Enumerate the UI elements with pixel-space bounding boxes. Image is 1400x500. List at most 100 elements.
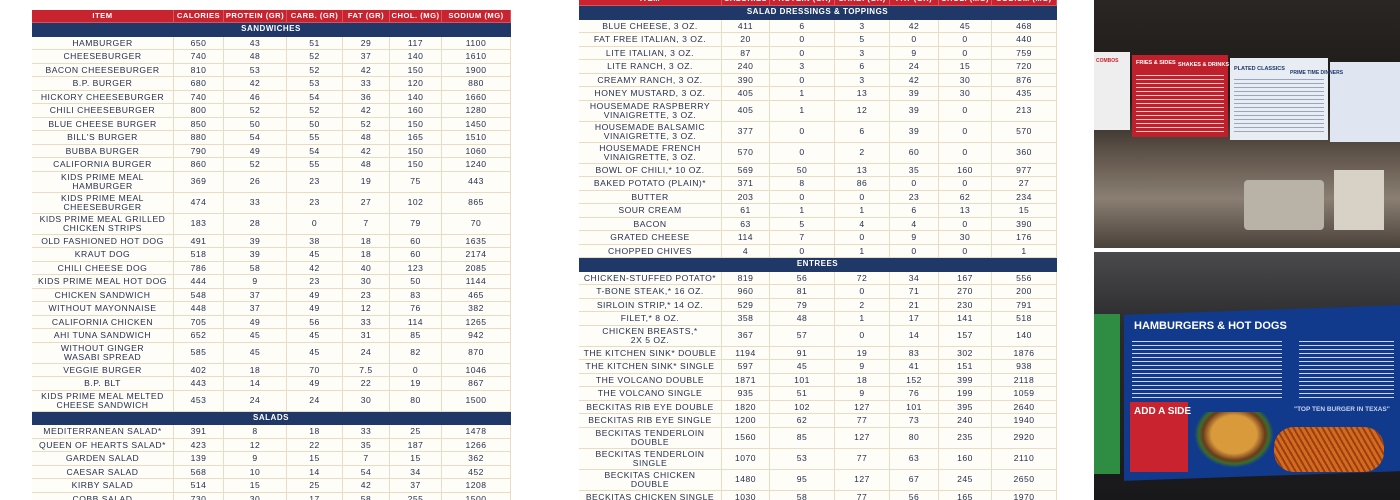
value-text: 402	[190, 364, 207, 375]
value-cell: 1876	[992, 346, 1057, 360]
value-cell: 399	[939, 373, 992, 387]
item-cell: KIDS PRIME MEAL MELTED CHEESE SANDWICH	[32, 390, 174, 412]
value-cell: 39	[224, 248, 287, 262]
value-cell: 12	[343, 302, 390, 316]
value-cell: 491	[174, 234, 224, 248]
value-cell: 0	[890, 33, 939, 47]
value-text: 17	[908, 313, 920, 324]
value-text: 518	[1016, 313, 1032, 324]
value-cell: 800	[174, 104, 224, 118]
value-text: 880	[468, 78, 484, 89]
item-name: KIDS PRIME MEAL	[61, 193, 144, 204]
value-text: 71	[908, 286, 920, 297]
item-name: BECKITAS CHICKEN SINGLE	[585, 491, 715, 500]
value-cell: 42	[224, 77, 287, 91]
value-cell: 45	[224, 342, 287, 364]
item-name: HONEY MUSTARD, 3 OZ.	[594, 88, 706, 99]
value-text: 42	[360, 480, 372, 491]
value-cell: 358	[722, 312, 770, 326]
value-cell: 0	[890, 177, 939, 191]
value-text: 19	[856, 347, 868, 358]
value-text: 45	[959, 20, 971, 31]
value-cell: 444	[174, 275, 224, 289]
value-cell: 529	[722, 298, 770, 312]
value-text: 7.5	[359, 364, 373, 375]
value-text: 8	[252, 426, 258, 437]
value-text: 870	[468, 347, 484, 358]
item-cell: CHOPPED CHIVES	[579, 244, 722, 258]
value-text: 75	[410, 176, 421, 187]
item-name: BLUE CHEESE BURGER	[48, 118, 157, 129]
value-cell: 2110	[992, 448, 1057, 470]
value-text: 200	[1016, 286, 1032, 297]
value-cell: 9	[835, 360, 890, 374]
item-name: BILL'S BURGER	[67, 132, 138, 143]
value-cell: 8	[224, 425, 287, 439]
header-text: CALORIES	[176, 10, 221, 20]
value-text: 24	[249, 395, 261, 406]
value-cell: 1060	[442, 144, 511, 158]
value-cell: 240	[722, 60, 770, 74]
value-cell: 23	[890, 190, 939, 204]
value-text: 39	[249, 235, 261, 246]
value-cell: 405	[722, 100, 770, 122]
item-name: B.P. BLT	[84, 378, 121, 389]
value-text: 9	[252, 276, 258, 287]
value-cell: 24	[890, 60, 939, 74]
value-text: 6	[859, 61, 865, 72]
value-cell: 2920	[992, 427, 1057, 449]
value-text: 255	[407, 493, 424, 500]
value-text: 1	[799, 105, 805, 116]
value-text: 160	[957, 164, 973, 175]
value-cell: 867	[442, 377, 511, 391]
value-cell: 45	[939, 19, 992, 33]
value-cell: 83	[390, 288, 442, 302]
value-cell: 123	[390, 261, 442, 275]
value-cell: 9	[835, 387, 890, 401]
value-text: 1	[859, 313, 865, 324]
value-text: 1450	[465, 118, 487, 129]
value-cell: 3	[835, 46, 890, 60]
value-cell: 141	[939, 312, 992, 326]
value-text: 240	[957, 415, 973, 426]
value-text: 2650	[1013, 474, 1035, 485]
value-cell: 1450	[442, 117, 511, 131]
item-cell: MEDITERRANEAN SALAD*	[32, 425, 174, 439]
value-text: 45	[309, 330, 320, 341]
item-name: KIDS PRIME MEAL MELTED	[41, 391, 164, 402]
value-text: 491	[190, 235, 207, 246]
value-cell: 1	[835, 204, 890, 218]
value-cell: 0	[835, 285, 890, 299]
item-cell: QUEEN OF HEARTS SALAD*	[32, 438, 174, 452]
item-cell: BECKITAS CHICKEN DOUBLE	[579, 469, 722, 491]
item-cell: LITE ITALIAN, 3 OZ.	[579, 46, 722, 60]
value-cell: 57	[770, 325, 835, 347]
item-cell: FAT FREE ITALIAN, 3 OZ.	[579, 33, 722, 47]
value-text: 49	[309, 289, 320, 300]
value-text: 0	[911, 34, 917, 45]
value-text: 183	[190, 218, 207, 229]
item-name: HOUSEMADE FRENCH	[599, 143, 701, 154]
value-text: 865	[468, 197, 484, 208]
value-text: 4	[742, 245, 749, 256]
value-cell: 453	[174, 390, 224, 412]
value-text: 45	[249, 347, 261, 358]
value-cell: 371	[722, 177, 770, 191]
menu-lines	[1132, 338, 1282, 398]
value-cell: 26	[224, 171, 287, 193]
value-cell: 81	[770, 285, 835, 299]
value-cell: 34	[390, 465, 442, 479]
value-cell: 51	[770, 387, 835, 401]
value-cell: 72	[835, 271, 890, 285]
value-cell: 680	[174, 77, 224, 91]
value-cell: 77	[835, 490, 890, 500]
value-text: 652	[190, 330, 207, 341]
header-text: CHOL. (MG)	[941, 0, 989, 3]
burger-image	[1194, 412, 1274, 468]
value-cell: 58	[224, 261, 287, 275]
value-cell: 650	[174, 36, 224, 50]
value-text: 8	[799, 178, 805, 189]
value-text: 52	[249, 159, 261, 170]
value-text: 167	[957, 272, 973, 283]
